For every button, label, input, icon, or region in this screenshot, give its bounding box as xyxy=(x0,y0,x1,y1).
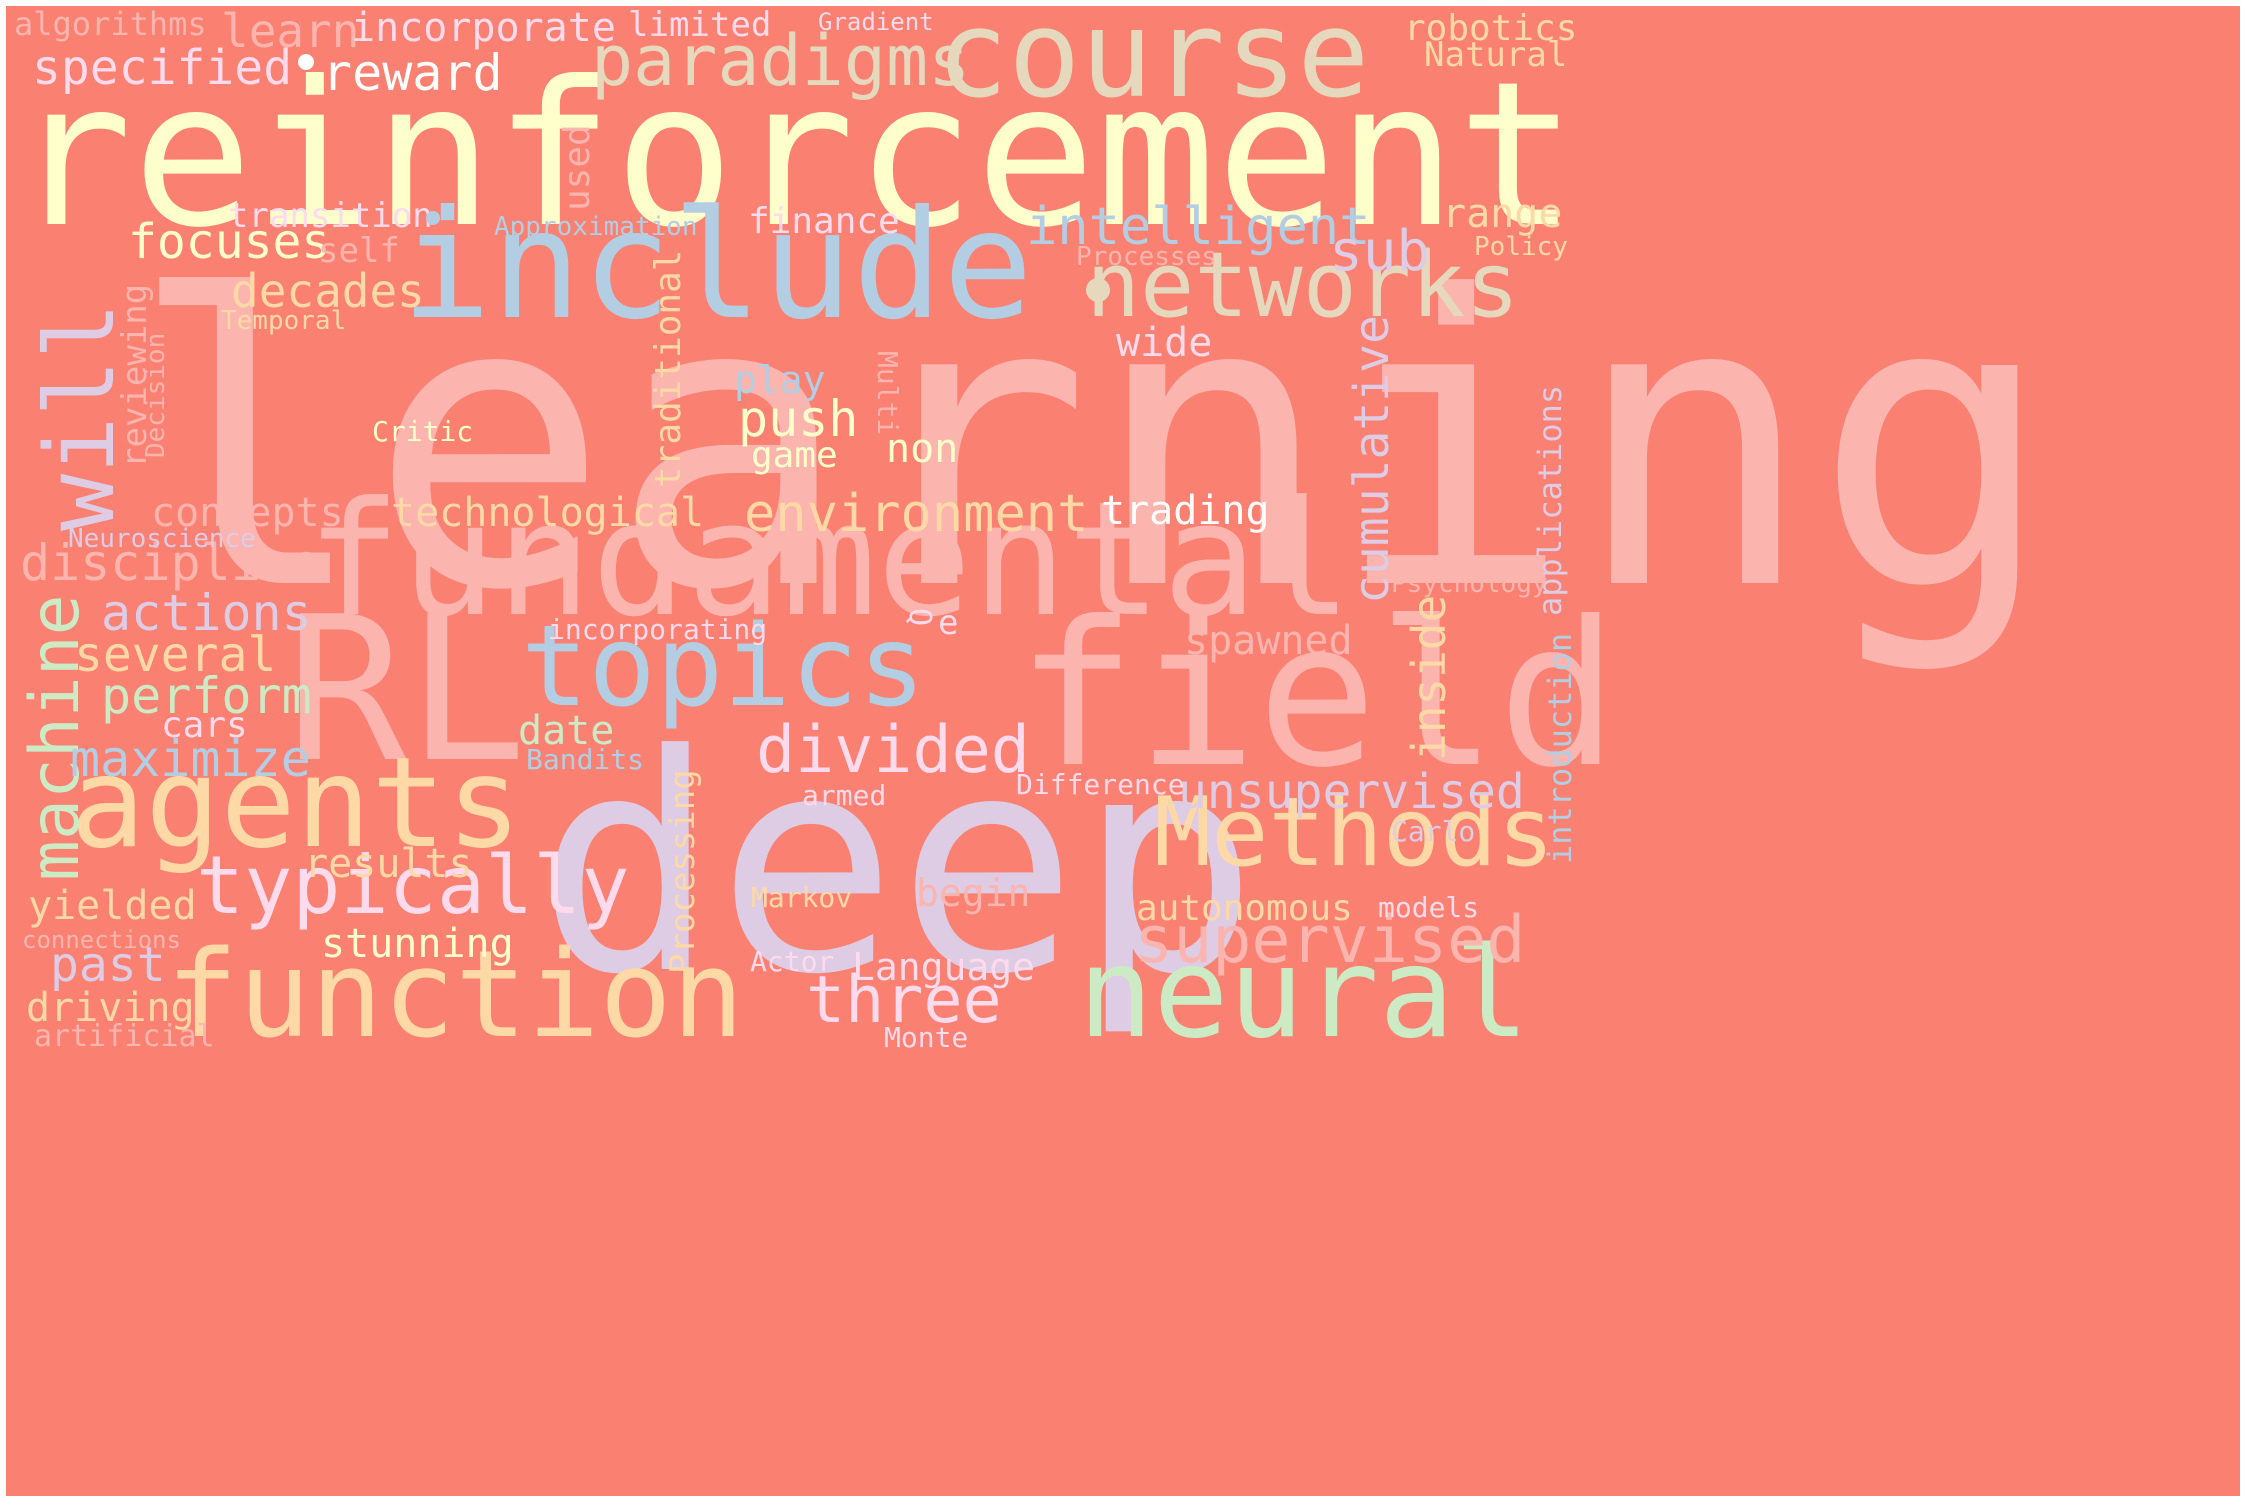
word-field: field xyxy=(1016,579,1619,812)
word-used: used xyxy=(557,124,598,211)
word-yielded: yielded xyxy=(28,883,197,929)
word-maximize: maximize xyxy=(70,730,311,788)
word-neural: neural xyxy=(1078,921,1530,1066)
dot-glyph xyxy=(426,211,440,225)
word-unsupervised: unsupervised xyxy=(1178,764,1525,820)
word-course: course xyxy=(936,6,1370,125)
word-learning: learning xyxy=(128,213,2055,678)
word-transition: transition xyxy=(228,196,433,236)
dot-glyph xyxy=(298,54,314,70)
word-begin: begin xyxy=(916,871,1031,915)
word-inside: inside xyxy=(1402,594,1456,761)
word-paradigms: paradigms xyxy=(591,20,971,102)
word-reinforcement: reinforcement xyxy=(12,39,1578,272)
word-Bandits: Bandits xyxy=(526,743,645,776)
word-robotics: robotics xyxy=(1404,8,1578,49)
word-reward: reward xyxy=(322,44,503,102)
word-driving: driving xyxy=(26,985,195,1031)
word-non: non xyxy=(886,426,959,472)
word-game: game xyxy=(751,435,838,476)
word-Multi: Multi xyxy=(871,351,904,436)
word-discipline: discipline xyxy=(20,534,322,592)
word-deep: deep xyxy=(536,691,1259,1040)
word-artificial: artificial xyxy=(34,1019,215,1054)
word-function: function xyxy=(166,926,744,1065)
word-Psychology: Psychology xyxy=(1391,569,1548,599)
word-focuses: focuses xyxy=(128,214,331,270)
word-results: results xyxy=(304,841,473,887)
word-stunning: stunning xyxy=(321,921,514,967)
word-specified: specified xyxy=(32,40,293,96)
word-cumulative: cumulative xyxy=(1344,315,1400,604)
word-play: play xyxy=(734,358,826,402)
word-Language: Language xyxy=(852,945,1036,989)
word-fundamental: fundamental xyxy=(306,468,1353,652)
word-Gradient: Gradient xyxy=(818,8,934,36)
word-technological: technological xyxy=(391,490,705,536)
word-incorporating: incorporating xyxy=(548,613,768,646)
word-actions: actions xyxy=(101,584,312,642)
word-range: range xyxy=(1442,191,1563,237)
word-RL: RL xyxy=(286,574,527,807)
word-Processing: Processing xyxy=(663,769,703,974)
word-supervised: supervised xyxy=(1134,903,1526,978)
word-learn: learn xyxy=(221,6,360,58)
word-Neuroscience: Neuroscience xyxy=(68,524,256,554)
word-sub: sub xyxy=(1329,219,1431,284)
word-cars: cars xyxy=(161,705,248,746)
word-spawned: spawned xyxy=(1184,618,1353,664)
word-Temporal: Temporal xyxy=(221,306,347,336)
word-concepts: concepts xyxy=(151,490,344,536)
word-Processes: Processes xyxy=(1076,242,1217,272)
word-Carlo: Carlo xyxy=(1391,815,1476,848)
word-perform: perform xyxy=(101,667,312,725)
word-algorithms: algorithms xyxy=(14,6,207,43)
word-topics: topics xyxy=(521,602,926,732)
word-autonomous: autonomous xyxy=(1136,888,1353,929)
word-Monte: Monte xyxy=(884,1021,969,1054)
word-typically: typically xyxy=(196,839,630,932)
word-past: past xyxy=(50,937,166,993)
word-intelligent: intelligent xyxy=(1026,197,1371,257)
word-e: e xyxy=(938,603,959,643)
word-environment: environment xyxy=(744,484,1089,544)
word-Decision: Decision xyxy=(141,332,171,458)
word-Approximation: Approximation xyxy=(494,212,698,242)
word-include: include xyxy=(401,179,1034,353)
word-Methods: Methods xyxy=(1154,778,1555,888)
word-date: date xyxy=(518,708,615,754)
word-trading: trading xyxy=(1101,488,1270,534)
word-push: push xyxy=(738,390,859,448)
word-three: three xyxy=(806,963,1002,1038)
word-decades: decades xyxy=(231,264,425,318)
word-divided: divided xyxy=(756,713,1030,788)
word-Actor: Actor xyxy=(750,945,835,978)
word-traditional: traditional xyxy=(648,249,689,488)
word-Difference: Difference xyxy=(1016,768,1185,801)
word-Q: Q xyxy=(902,608,937,627)
word-self: self xyxy=(318,231,400,271)
word-Markov: Markov xyxy=(751,881,853,914)
word-armed: armed xyxy=(802,779,887,812)
word-introduction: introduction xyxy=(1541,632,1579,864)
word-Natural: Natural xyxy=(1424,35,1568,75)
word-networks: networks xyxy=(1086,233,1520,338)
word-agents: agents xyxy=(70,731,522,876)
word-cloud: learning reinforcement deep field fundam… xyxy=(6,6,2240,1496)
word-models: models xyxy=(1378,891,1480,924)
word-wide: wide xyxy=(1116,320,1213,366)
word-Critic: Critic xyxy=(372,415,474,448)
word-several: several xyxy=(74,627,277,683)
word-limited: limited xyxy=(628,6,772,45)
word-connections: connections xyxy=(22,926,181,954)
word-incorporate: incorporate xyxy=(351,6,616,51)
dot-glyph xyxy=(1086,278,1110,302)
word-Policy: Policy xyxy=(1474,232,1568,262)
word-finance: finance xyxy=(748,201,900,242)
